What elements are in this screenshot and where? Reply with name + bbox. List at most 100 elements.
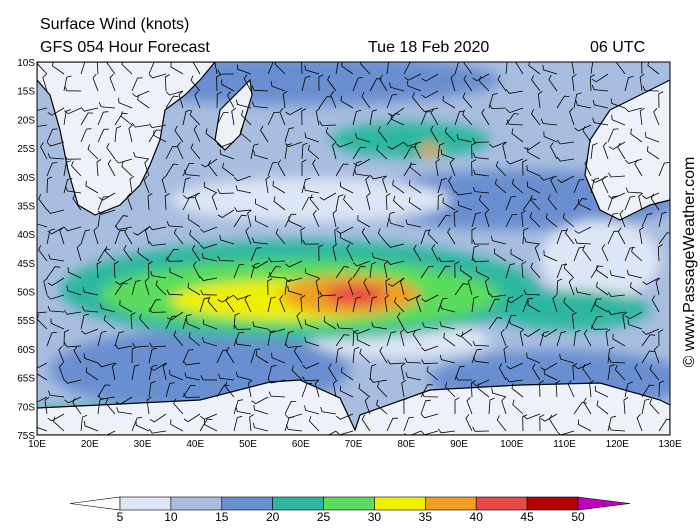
wind-barb: [582, 364, 592, 381]
wind-barb: [40, 142, 48, 160]
wind-barb: [98, 430, 116, 435]
wind-barb: [388, 277, 405, 287]
wind-barb: [420, 345, 439, 352]
wind-barb: [190, 75, 201, 92]
wind-barb: [318, 96, 333, 109]
wind-barb: [540, 328, 558, 338]
wind-barb: [582, 126, 592, 143]
wind-barb: [267, 278, 273, 296]
wind-barb: [461, 331, 473, 347]
wind-barb: [304, 319, 320, 330]
wind-barb: [387, 107, 405, 117]
wind-barb: [437, 428, 456, 434]
colorbar-label: 45: [520, 510, 534, 524]
wind-barb: [277, 159, 286, 177]
wind-barb: [591, 73, 609, 83]
wind-barb: [211, 192, 218, 211]
wind-barb: [284, 141, 303, 148]
wind-barb: [251, 85, 269, 92]
wind-barb: [164, 74, 170, 92]
wind-barb: [503, 345, 509, 364]
wind-barb: [472, 152, 490, 160]
wind-barb: [335, 163, 349, 177]
wind-barb: [148, 428, 167, 434]
wind-barb: [444, 382, 456, 398]
wind-barb: [114, 331, 124, 347]
wind-barb: [369, 363, 377, 381]
wind-barb: [327, 75, 337, 92]
wind-barb: [505, 107, 524, 114]
wind-barb: [574, 226, 592, 234]
wind-barb: [270, 81, 286, 92]
wind-barb: [545, 213, 558, 228]
wind-barb: [529, 212, 541, 228]
wind-barb: [335, 266, 349, 279]
wind-barb: [454, 365, 465, 381]
wind-barb: [130, 312, 136, 330]
wind-barb: [304, 268, 320, 279]
wind-barb: [97, 209, 116, 215]
wind-barb: [573, 330, 581, 347]
lat-label: 10S: [17, 58, 35, 69]
wind-barb: [498, 363, 507, 381]
wind-barb: [301, 197, 314, 211]
wind-barb: [183, 413, 201, 423]
wind-barb: [557, 175, 575, 183]
wind-barb: [617, 227, 626, 245]
wind-barb: [527, 147, 541, 160]
wind-barb: [556, 139, 575, 145]
wind-barb: [318, 74, 324, 92]
wind-barb: [173, 330, 184, 347]
wind-barb: [548, 414, 558, 432]
wind-barb: [165, 248, 179, 262]
wind-barbs: [37, 62, 670, 435]
wind-barb: [44, 396, 50, 415]
wind-barb: [166, 311, 184, 321]
wind-barb: [182, 349, 194, 364]
wind-barb: [332, 379, 338, 398]
wind-barb: [592, 117, 609, 126]
wind-barb: [146, 396, 152, 415]
wind-barb: [379, 346, 388, 364]
wind-barb: [574, 124, 592, 132]
wind-barb: [343, 194, 354, 211]
wind-barb: [244, 295, 252, 313]
wind-barb: [268, 271, 286, 279]
wind-barb: [542, 64, 558, 75]
wind-barb: [340, 181, 354, 194]
wind-barb: [319, 120, 337, 126]
wind-barb: [583, 329, 592, 347]
wind-barb: [481, 108, 490, 126]
wind-barb: [201, 253, 218, 262]
colorbar-label: 10: [164, 510, 178, 524]
wind-barb: [655, 277, 661, 296]
wind-barb: [148, 129, 162, 143]
wind-barb: [386, 331, 396, 347]
lon-label: 60E: [292, 439, 310, 450]
wind-barb: [354, 169, 371, 177]
wind-barb: [312, 159, 320, 177]
wind-barb: [72, 398, 82, 415]
wind-barb: [284, 343, 303, 348]
wind-barb: [63, 379, 82, 384]
wind-barb: [131, 346, 137, 364]
wind-barb: [539, 414, 545, 432]
wind-barb: [437, 297, 448, 313]
wind-barb: [404, 430, 422, 435]
wind-barb: [284, 401, 297, 415]
wind-barb: [641, 384, 655, 398]
wind-barb: [153, 130, 167, 143]
wind-barb: [442, 95, 456, 109]
wind-barb: [82, 287, 99, 296]
wind-barb: [285, 260, 303, 268]
wind-barb: [611, 114, 626, 126]
wind-barb: [37, 427, 48, 432]
wind-barb: [624, 76, 634, 92]
wind-barb: [386, 211, 395, 228]
wind-barb: [304, 132, 320, 143]
wind-barb: [309, 194, 320, 211]
wind-barb: [323, 316, 337, 330]
wind-barb: [610, 98, 626, 109]
wind-barb: [85, 180, 99, 194]
wind-barb: [148, 364, 158, 381]
